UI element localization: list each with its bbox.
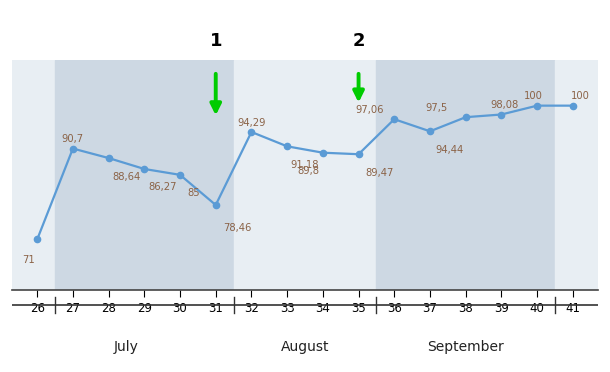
Text: 94,29: 94,29	[237, 118, 266, 128]
Text: 100: 100	[524, 92, 543, 102]
Text: 86,27: 86,27	[148, 182, 176, 192]
Text: 90,7: 90,7	[62, 134, 84, 144]
Text: 94,44: 94,44	[436, 145, 464, 155]
Text: August: August	[281, 340, 329, 355]
Text: 97,5: 97,5	[426, 103, 448, 113]
Text: September: September	[428, 340, 504, 355]
Text: 71: 71	[23, 255, 35, 265]
Text: 2: 2	[353, 32, 365, 50]
Text: 1: 1	[209, 32, 222, 50]
Text: 85: 85	[187, 188, 200, 198]
Bar	[234, 60, 376, 290]
Bar	[376, 60, 555, 290]
Text: 100: 100	[570, 92, 589, 102]
Text: 78,46: 78,46	[223, 223, 251, 233]
Text: 89,8: 89,8	[297, 166, 319, 176]
Text: 91,18: 91,18	[291, 160, 319, 170]
Text: 88,64: 88,64	[112, 171, 140, 182]
Text: 89,47: 89,47	[366, 168, 394, 178]
Bar	[12, 60, 55, 290]
Text: 98,08: 98,08	[491, 100, 519, 110]
Text: 97,06: 97,06	[355, 105, 384, 115]
Bar	[555, 60, 598, 290]
Bar	[55, 60, 234, 290]
Text: July: July	[114, 340, 139, 355]
